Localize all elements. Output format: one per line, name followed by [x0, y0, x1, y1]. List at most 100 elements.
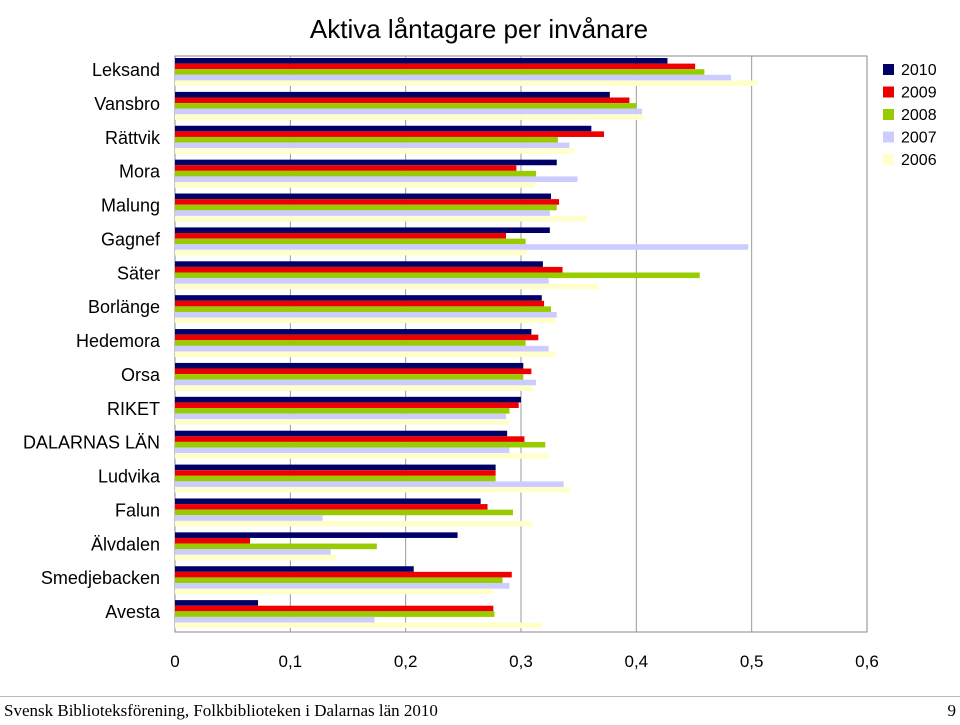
bar-2010 [175, 566, 414, 572]
bar-2007 [175, 549, 331, 555]
bar-2007 [175, 447, 510, 454]
bar-2009 [175, 470, 496, 476]
bar-2006 [175, 182, 535, 188]
legend-swatch [883, 154, 894, 165]
bar-2009 [175, 300, 545, 307]
x-tick-label: 0,4 [625, 652, 649, 671]
bar-2007 [175, 616, 375, 623]
legend-label: 2007 [901, 130, 937, 147]
category-label: Falun [115, 500, 160, 520]
bar-2007 [175, 176, 578, 183]
bar-2007 [175, 142, 570, 149]
category-label: Malung [101, 196, 160, 216]
bar-2008 [175, 577, 503, 584]
bar-2008 [175, 306, 551, 312]
bar-2008 [175, 340, 526, 346]
bar-2007 [175, 244, 749, 250]
category-label: Orsa [121, 365, 161, 385]
bar-2006 [175, 317, 556, 324]
category-label: DALARNAS LÄN [23, 433, 160, 453]
bar-2008 [175, 170, 536, 177]
legend-swatch [883, 109, 894, 120]
bar-2006 [175, 622, 542, 629]
bar-2010 [175, 159, 557, 166]
plot-area: 0 0,1 0,2 0,3 0,4 0,5 0,6 Leksand Vansbro Rättvik… [23, 55, 937, 671]
bar-2009 [175, 199, 560, 205]
bar-2009 [175, 97, 630, 104]
bar-2006 [175, 215, 587, 222]
bar-2007 [175, 413, 507, 420]
bar-2007 [175, 74, 731, 81]
bar-2008 [175, 103, 637, 109]
bar-2010 [175, 532, 458, 538]
legend-label: 2006 [901, 152, 937, 169]
bar-2010 [175, 261, 543, 267]
category-label: Säter [117, 263, 160, 283]
bar-2008 [175, 272, 700, 279]
bar-2007 [175, 345, 549, 352]
legend-label: 2008 [901, 107, 937, 124]
bar-2009 [175, 165, 517, 171]
x-tick-label: 0,6 [855, 652, 879, 671]
bar-2007 [175, 583, 510, 589]
bar-2006 [175, 351, 556, 358]
bar-2008 [175, 475, 496, 482]
category-label: Hedemora [76, 331, 161, 351]
bar-2008 [175, 69, 705, 75]
bar-2007 [175, 481, 564, 487]
bar-2009 [175, 571, 512, 578]
category-label: Mora [119, 162, 161, 182]
bar-2009 [175, 504, 488, 510]
bar-2008 [175, 204, 557, 211]
bar-2008 [175, 509, 513, 516]
bar-2006 [175, 588, 494, 595]
bar-2006 [175, 453, 549, 459]
bar-2008 [175, 441, 546, 448]
bar-2006 [175, 249, 527, 256]
bar-2010 [175, 58, 668, 64]
bar-2010 [175, 125, 592, 132]
bar-2009 [175, 63, 696, 70]
bar-2009 [175, 402, 519, 409]
bar-2007 [175, 311, 557, 318]
category-label: Avesta [105, 602, 161, 622]
bar-2009 [175, 131, 605, 137]
category-label: Vansbro [94, 94, 160, 114]
bar-2006 [175, 554, 337, 561]
category-label: Älvdalen [91, 534, 160, 554]
bar-2009 [175, 266, 563, 273]
legend-swatch [883, 64, 894, 75]
x-tick-label: 0 [170, 652, 179, 671]
bar-2007 [175, 515, 323, 521]
bar-2010 [175, 227, 550, 234]
chart-title: Aktiva låntagare per invånare [310, 14, 648, 44]
bar-2010 [175, 362, 524, 369]
bar-2008 [175, 543, 377, 550]
x-tick-label: 0,1 [279, 652, 303, 671]
bar-2010 [175, 430, 508, 437]
bar-2009 [175, 436, 525, 442]
category-label: Rättvik [105, 128, 161, 148]
x-tick-label: 0,5 [740, 652, 764, 671]
bar-2009 [175, 233, 507, 239]
bar-2006 [175, 520, 533, 527]
bar-2007 [175, 108, 643, 115]
category-label: Smedjebacken [41, 568, 160, 588]
category-label: Gagnef [101, 229, 161, 249]
bar-2009 [175, 368, 532, 375]
bar-2010 [175, 464, 496, 471]
bar-2010 [175, 193, 551, 200]
bar-2010 [175, 329, 532, 335]
bar-2010 [175, 396, 521, 403]
legend-label: 2010 [901, 62, 937, 79]
bar-2008 [175, 408, 510, 414]
bar-2008 [175, 238, 526, 245]
bar-2006 [175, 385, 533, 391]
bar-2006 [175, 148, 575, 154]
bar-2008 [175, 374, 524, 380]
bar-2006 [175, 114, 644, 120]
bar-2007 [175, 210, 550, 216]
bar-chart: Aktiva låntagare per invånare 0 0,1 0,2 0,3… [22, 14, 937, 671]
bar-2010 [175, 91, 610, 98]
bar-2009 [175, 605, 494, 612]
